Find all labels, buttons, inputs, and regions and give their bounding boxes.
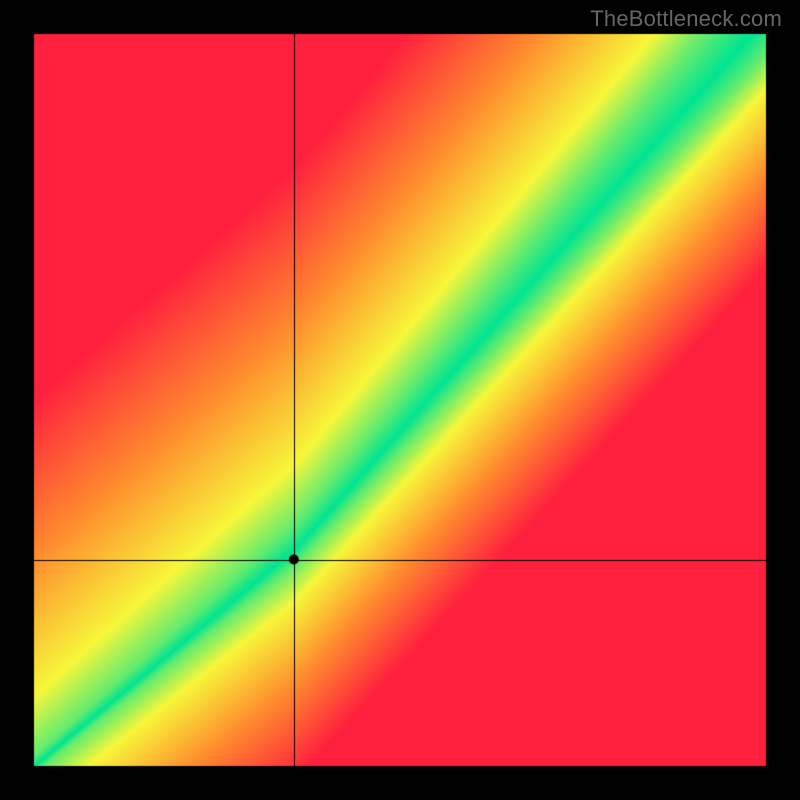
watermark-text: TheBottleneck.com: [590, 6, 782, 32]
bottleneck-heatmap: [0, 0, 800, 800]
chart-container: TheBottleneck.com: [0, 0, 800, 800]
